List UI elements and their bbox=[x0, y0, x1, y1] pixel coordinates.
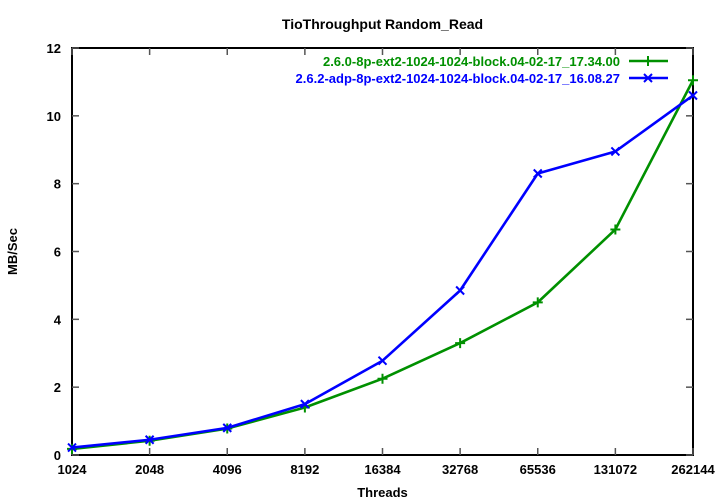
data-point-marker bbox=[377, 356, 388, 366]
data-point-marker bbox=[455, 338, 466, 349]
legend-label: 2.6.2-adp-8p-ext2-1024-1024-block.04-02-… bbox=[296, 71, 620, 86]
data-point-marker bbox=[455, 285, 465, 296]
y-tick-label: 10 bbox=[47, 109, 61, 124]
data-point-marker bbox=[300, 399, 310, 409]
data-point-marker bbox=[144, 435, 155, 445]
x-tick-label: 262144 bbox=[671, 462, 715, 477]
data-point-marker bbox=[610, 224, 621, 235]
data-point-marker bbox=[610, 146, 621, 157]
data-point-marker bbox=[532, 297, 543, 308]
legend: 2.6.0-8p-ext2-1024-1024-block.04-02-17_1… bbox=[296, 54, 668, 86]
y-tick-label: 4 bbox=[54, 312, 62, 327]
x-tick-label: 32768 bbox=[442, 462, 478, 477]
x-tick-label: 4096 bbox=[213, 462, 242, 477]
data-point-marker bbox=[643, 56, 653, 66]
chart-title: TioThroughput Random_Read bbox=[282, 16, 483, 32]
y-tick-label: 12 bbox=[47, 41, 61, 56]
x-tick-label: 65536 bbox=[520, 462, 556, 477]
data-point-marker bbox=[688, 90, 698, 101]
x-axis-label: Threads bbox=[357, 485, 408, 500]
y-tick-label: 6 bbox=[54, 245, 61, 260]
data-point-marker bbox=[67, 442, 77, 453]
data-point-marker bbox=[643, 73, 653, 83]
x-tick-label: 2048 bbox=[135, 462, 164, 477]
data-point-marker bbox=[533, 168, 543, 179]
data-point-marker bbox=[688, 75, 698, 86]
series-1 bbox=[67, 90, 698, 453]
x-tick-label: 131072 bbox=[594, 462, 637, 477]
legend-entry: 2.6.2-adp-8p-ext2-1024-1024-block.04-02-… bbox=[296, 71, 668, 86]
y-tick-label: 2 bbox=[54, 380, 61, 395]
data-point-marker bbox=[377, 373, 388, 384]
legend-entry: 2.6.0-8p-ext2-1024-1024-block.04-02-17_1… bbox=[323, 54, 668, 69]
legend-label: 2.6.0-8p-ext2-1024-1024-block.04-02-17_1… bbox=[323, 54, 620, 69]
y-tick-label: 8 bbox=[54, 177, 61, 192]
y-tick-label: 0 bbox=[54, 448, 61, 463]
x-tick-label: 1024 bbox=[58, 462, 88, 477]
x-tick-label: 8192 bbox=[290, 462, 319, 477]
x-tick-label: 16384 bbox=[364, 462, 401, 477]
data-point-marker bbox=[222, 423, 232, 433]
y-axis-label: MB/Sec bbox=[5, 228, 20, 275]
